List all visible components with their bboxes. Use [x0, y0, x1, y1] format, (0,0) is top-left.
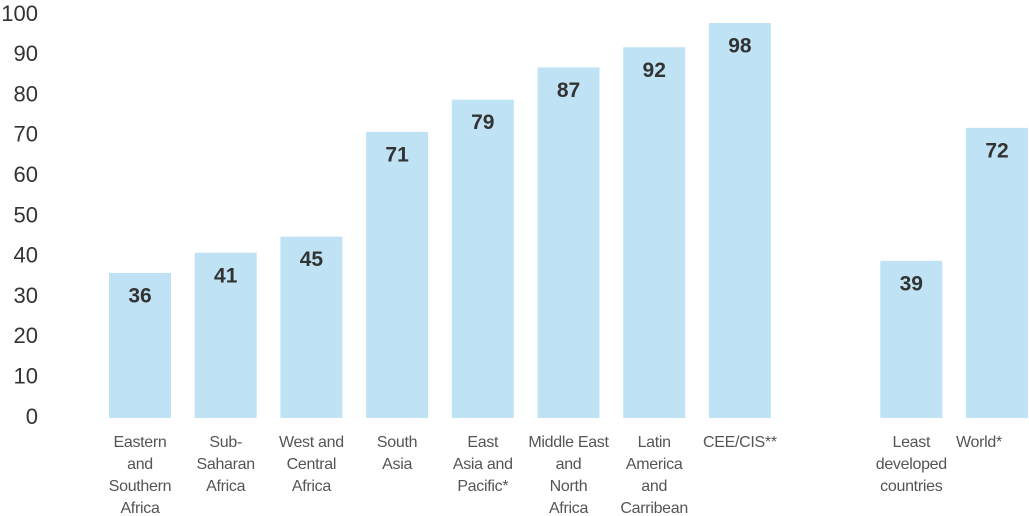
bar	[280, 236, 343, 418]
y-tick-label: 30	[14, 283, 38, 308]
y-tick-label: 100	[1, 1, 38, 26]
bar	[966, 127, 1028, 418]
x-tick-label: Sub- Saharan Africa	[196, 434, 255, 495]
value-label: 71	[385, 143, 409, 166]
bar	[623, 47, 686, 419]
bar	[366, 131, 429, 418]
x-tick-label: West and Central Africa	[278, 434, 344, 495]
bar	[708, 23, 771, 419]
x-tick-label: East Asia and Pacific*	[452, 434, 513, 495]
x-tick-label: Least developed countries	[875, 434, 947, 495]
value-label: 45	[300, 248, 324, 271]
bar	[109, 272, 171, 418]
bar	[194, 252, 257, 418]
bar	[451, 99, 514, 418]
y-tick-label: 0	[26, 404, 38, 429]
value-label: 36	[128, 284, 151, 307]
x-tick-label: Eastern and Southern Africa	[108, 434, 172, 516]
value-label: 79	[471, 111, 494, 134]
value-label: 92	[643, 59, 666, 82]
y-tick-label: 70	[14, 122, 38, 147]
x-tick-label: CEE/CIS**	[703, 434, 777, 451]
y-tick-label: 40	[14, 243, 38, 268]
value-label: 98	[728, 35, 752, 58]
x-tick-label: Middle East and North Africa	[528, 434, 609, 516]
y-tick-label: 60	[14, 162, 38, 187]
value-label: 41	[214, 264, 238, 287]
y-tick-label: 20	[14, 323, 38, 348]
value-label: 39	[900, 272, 923, 295]
value-label: 87	[557, 79, 580, 102]
bar	[880, 260, 943, 418]
x-tick-label: World*	[956, 434, 1002, 451]
bar	[537, 67, 600, 418]
value-label: 72	[985, 139, 1008, 162]
y-tick-label: 90	[14, 41, 38, 66]
x-tick-label: Latin America and Carribean	[620, 434, 688, 516]
y-tick-label: 50	[14, 202, 38, 227]
y-tick-label: 80	[14, 81, 38, 106]
y-tick-label: 10	[14, 364, 38, 389]
x-tick-label: South Asia	[376, 434, 418, 473]
